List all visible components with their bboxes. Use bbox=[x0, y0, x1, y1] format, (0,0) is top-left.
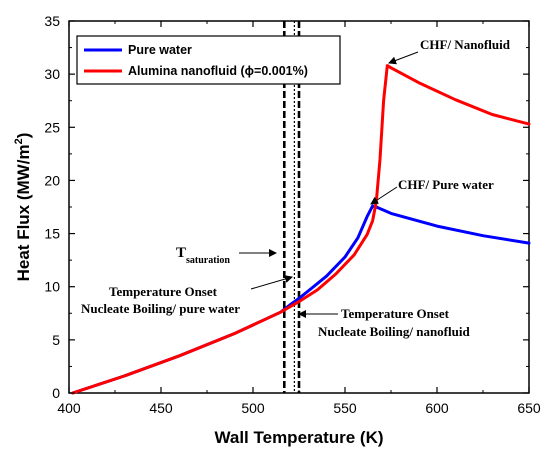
y-tick-label: 35 bbox=[44, 13, 60, 29]
x-tick-label: 450 bbox=[149, 400, 173, 416]
arrow-chf-nanofluid bbox=[388, 51, 419, 65]
x-tick-label: 550 bbox=[333, 400, 357, 416]
x-tick-label: 600 bbox=[425, 400, 449, 416]
x-tick-label: 400 bbox=[57, 400, 81, 416]
annotation-onset-pure-line1: Temperature Onset bbox=[109, 284, 218, 299]
annotation-chf-pure-water: CHF/ Pure water bbox=[398, 177, 494, 192]
annotation-onset-pure-line2: Nucleate Boiling/ pure water bbox=[81, 301, 240, 316]
series-lines bbox=[71, 64, 531, 395]
t-saturation-sub: saturation bbox=[186, 255, 230, 266]
annotation-onset-nano-line1: Temperature Onset bbox=[341, 306, 450, 321]
x-tick-label: 650 bbox=[517, 400, 541, 416]
y-tick-label: 5 bbox=[52, 332, 60, 348]
legend-label-pure-water: Pure water bbox=[128, 43, 192, 57]
axis-ticks: 400 450 500 550 600 650 0 5 10 15 20 25 30 35 bbox=[44, 13, 540, 416]
annotation-t-saturation: Tsaturation bbox=[176, 245, 230, 266]
legend-box bbox=[76, 35, 341, 85]
y-axis-title-sup: 2 bbox=[13, 138, 25, 144]
x-tick-label: 500 bbox=[241, 400, 265, 416]
y-tick-label: 0 bbox=[52, 385, 60, 401]
y-axis-title-close: ) bbox=[14, 133, 33, 139]
y-tick-label: 15 bbox=[44, 226, 60, 242]
y-axis-title: Heat Flux (MW/m2) bbox=[13, 133, 33, 282]
y-tick-label: 10 bbox=[44, 279, 60, 295]
series-line-nanofluid bbox=[71, 64, 531, 395]
annotation-chf-nanofluid: CHF/ Nanofluid bbox=[420, 37, 511, 52]
legend: Pure water Alumina nanofluid (ϕ=0.001%) bbox=[76, 35, 341, 85]
t-saturation-main: T bbox=[176, 245, 186, 261]
y-tick-label: 30 bbox=[44, 66, 60, 82]
arrow-onset-pure bbox=[250, 275, 293, 290]
y-tick-label: 20 bbox=[44, 172, 60, 188]
x-axis-title: Wall Temperature (K) bbox=[214, 428, 383, 447]
annotation-onset-nano-line2: Nucleate Boiling/ nanofluid bbox=[318, 324, 470, 339]
arrow-chf-pure-water bbox=[370, 186, 398, 205]
y-tick-label: 25 bbox=[44, 119, 60, 135]
legend-label-nanofluid: Alumina nanofluid (ϕ=0.001%) bbox=[128, 64, 308, 78]
y-axis-title-main: Heat Flux (MW/m bbox=[14, 144, 33, 281]
annotations: CHF/ Nanofluid CHF/ Pure water Tsaturati… bbox=[81, 37, 511, 339]
